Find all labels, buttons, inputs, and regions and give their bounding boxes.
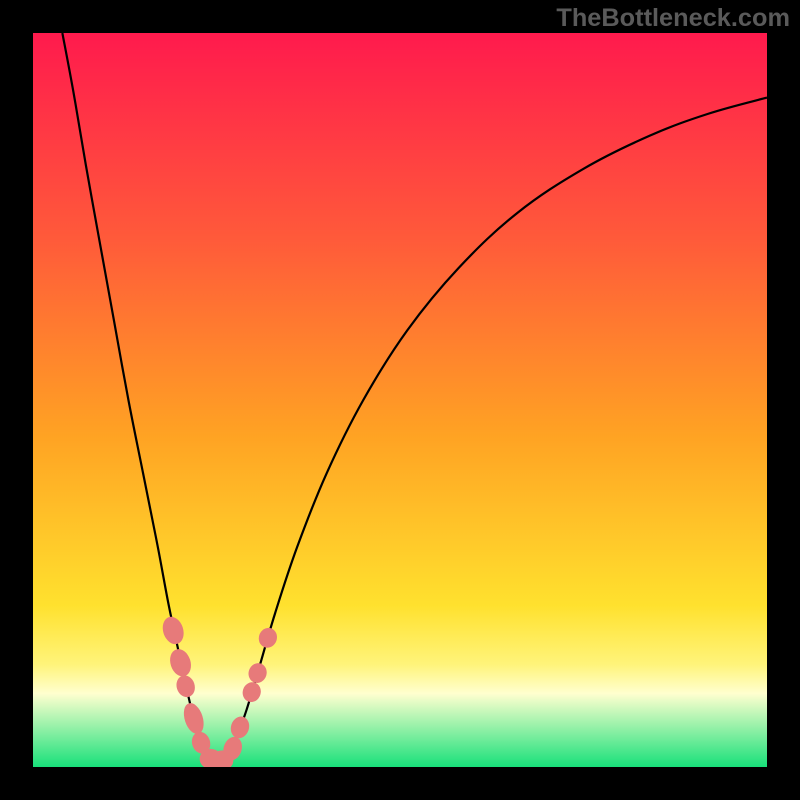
- curve-marker: [167, 646, 195, 679]
- curve-marker: [240, 680, 263, 705]
- curve-marker: [246, 661, 269, 686]
- bottleneck-curve: [62, 33, 767, 763]
- curve-marker: [174, 673, 198, 699]
- curve-marker: [256, 626, 279, 651]
- chart-svg: [33, 33, 767, 767]
- curve-marker: [180, 701, 207, 737]
- plot-area: [33, 33, 767, 767]
- curve-marker: [228, 714, 252, 740]
- curve-marker: [159, 614, 187, 647]
- frame-outer: TheBottleneck.com: [0, 0, 800, 800]
- watermark-text: TheBottleneck.com: [556, 4, 790, 33]
